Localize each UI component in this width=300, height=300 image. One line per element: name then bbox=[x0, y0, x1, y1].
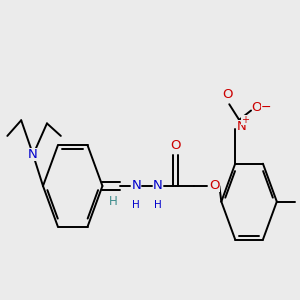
Text: N: N bbox=[28, 148, 38, 161]
Text: −: − bbox=[261, 101, 271, 114]
Text: N: N bbox=[153, 179, 163, 193]
Text: O: O bbox=[252, 101, 262, 114]
Text: H: H bbox=[109, 195, 118, 208]
Text: N: N bbox=[236, 120, 246, 133]
Text: O: O bbox=[209, 179, 220, 193]
Text: O: O bbox=[222, 88, 232, 101]
Text: H: H bbox=[132, 200, 140, 210]
Text: +: + bbox=[241, 115, 249, 125]
Text: O: O bbox=[170, 139, 181, 152]
Text: N: N bbox=[131, 179, 141, 193]
Text: H: H bbox=[154, 200, 162, 210]
